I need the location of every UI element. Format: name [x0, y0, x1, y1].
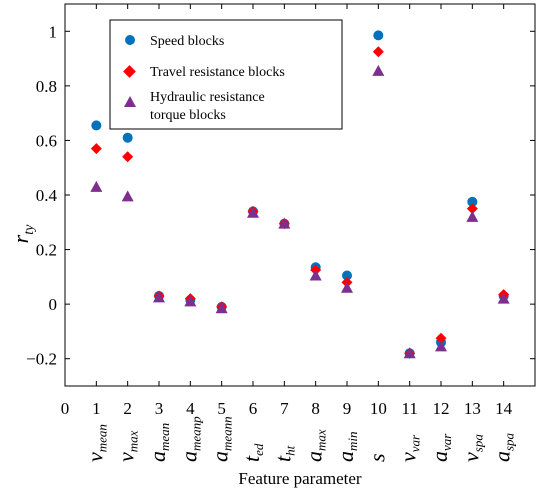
legend-label-speed: Speed blocks	[150, 34, 224, 49]
x-tick-label: 8	[311, 399, 320, 418]
y-tick-label: 1	[49, 22, 58, 41]
feature-label: ameann	[208, 416, 235, 462]
data-point-speed	[467, 196, 478, 207]
data-point-hydraulic	[435, 340, 447, 352]
tick-labels: −0.200.20.40.60.810 1 2 3 4 5 6 7 8 9 10 11 12 13 14vm…	[26, 22, 517, 462]
x-tick-label: 2	[123, 399, 132, 418]
data-point-travel	[372, 46, 384, 58]
data-point-hydraulic	[247, 206, 259, 218]
data-point-travel	[122, 151, 134, 163]
y-tick-label: 0.4	[36, 186, 58, 205]
legend-label-travel: Travel resistance blocks	[150, 65, 285, 80]
data-point-hydraulic	[278, 217, 291, 229]
x-tick-label: 3	[155, 399, 164, 418]
data-points	[90, 30, 510, 359]
data-point-hydraulic	[153, 291, 165, 303]
feature-label: amean	[145, 423, 172, 462]
feature-label: vvar	[396, 434, 423, 462]
x-tick-label: 14	[495, 399, 513, 418]
feature-label: ameanp	[176, 416, 203, 462]
data-point-hydraulic	[90, 180, 103, 192]
feature-label: amax	[302, 429, 329, 462]
legend-marker-speed	[125, 35, 135, 45]
data-point-hydraulic	[215, 302, 228, 314]
x-tick-label: 1	[92, 399, 101, 418]
y-tick-label: 0.6	[36, 131, 57, 150]
x-tick-label: 5	[217, 399, 226, 418]
x-tick-label: 4	[186, 399, 195, 418]
y-tick-label: 0.2	[36, 241, 57, 260]
data-point-speed	[122, 132, 133, 143]
y-tick-label: 0	[49, 295, 58, 314]
y-tick-label: 0.8	[36, 77, 57, 96]
feature-label: avar	[427, 433, 454, 462]
feature-label: ted	[239, 443, 266, 462]
data-point-hydraulic	[497, 292, 510, 304]
y-axis-label-sub: ty	[22, 224, 37, 235]
data-point-hydraulic	[121, 190, 134, 202]
data-point-speed	[91, 120, 102, 131]
data-point-hydraulic	[309, 269, 322, 281]
x-tick-label: 12	[433, 399, 450, 418]
x-tick-label: 13	[464, 399, 481, 418]
feature-label: amin	[333, 432, 360, 463]
legend-label-hydraulic-line2: torque blocks	[150, 108, 226, 123]
data-point-hydraulic	[372, 64, 385, 76]
data-point-travel	[466, 203, 478, 215]
x-axis-label: Feature parameter	[238, 469, 362, 488]
feature-label: vmean	[82, 424, 109, 462]
legend: Speed blocks Travel resistance blocks Hy…	[109, 19, 343, 130]
feature-label: tht	[270, 445, 297, 462]
data-point-speed	[342, 270, 352, 281]
feature-label: vspa	[458, 434, 485, 462]
x-tick-label: 11	[401, 399, 417, 418]
x-tick-label: 0	[61, 399, 70, 418]
y-tick-label: −0.2	[26, 350, 57, 369]
data-point-hydraulic	[466, 210, 479, 222]
data-point-hydraulic	[341, 281, 353, 293]
feature-label: aspa	[490, 432, 517, 462]
data-point-speed	[373, 30, 384, 41]
legend-marker-hydraulic	[124, 96, 136, 107]
x-tick-label: 6	[249, 399, 258, 418]
data-point-travel	[90, 143, 102, 155]
data-point-travel	[435, 332, 447, 344]
feature-label: s	[364, 453, 389, 462]
legend-box	[109, 19, 343, 130]
x-tick-label: 9	[343, 399, 352, 418]
data-point-hydraulic	[403, 347, 416, 359]
y-axis-label: rty	[8, 224, 37, 243]
data-point-hydraulic	[184, 295, 197, 307]
x-tick-label: 7	[280, 399, 289, 418]
axis-ticks	[64, 4, 535, 386]
legend-label-hydraulic-line1: Hydraulic resistance	[150, 90, 265, 105]
feature-label: vmax	[114, 430, 141, 462]
x-tick-label: 10	[370, 399, 387, 418]
